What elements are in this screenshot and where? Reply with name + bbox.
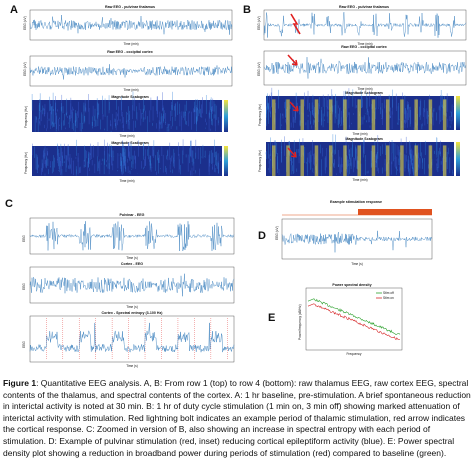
c-pulvinar-ylabel: EEG: [22, 235, 26, 242]
a-scalogram-2-xlabel: Time (min): [119, 179, 135, 183]
c-cortex-title: Cortex - EEG: [120, 262, 144, 266]
d-title: Example stimulation response: [330, 200, 382, 204]
b-scalogram-2-title: Magnitude Scalogram: [345, 137, 383, 141]
b-raw-thalamus-plot: [263, 9, 467, 41]
b-red-arrow-icon: [287, 54, 298, 66]
a-scalogram-1: [31, 91, 222, 132]
b-scalogram-2-xlabel: Time (min): [352, 178, 368, 182]
panel-label-b: B: [243, 4, 251, 16]
b-scalogram-2: [265, 134, 454, 176]
b-scalogram-1-xlabel: Time (min): [352, 132, 368, 136]
b-scalogram-1: [266, 87, 454, 130]
b-cortex-ylabel: EEG (uV): [257, 62, 261, 76]
d-stim-block: [358, 209, 432, 215]
a-thalamus-ylabel: EEG (uV): [23, 16, 27, 30]
a-raw-thalamus-title: Raw EEG - pulvinar thalamus: [105, 5, 155, 9]
d-ylabel: EEG (uV): [275, 226, 279, 240]
panel-label-c: C: [5, 198, 13, 210]
b-colorbar-1: [456, 96, 460, 130]
a-colorbar-1: [224, 100, 228, 132]
a-colorbar-2: [224, 146, 228, 176]
e-ylabel: Power/frequency (dB/Hz): [298, 304, 302, 340]
a-raw-cortex-plot: [29, 55, 233, 87]
a-scalogram-1-ylabel: Frequency (Hz): [24, 106, 28, 128]
c-entropy-ylabel: EEG: [22, 341, 26, 348]
a-thalamus-xlabel: Time (min): [123, 42, 139, 46]
b-scalogram-arrow-icon: [289, 101, 299, 112]
a-cortex-trace: [29, 64, 233, 80]
a-raw-thalamus-plot: [29, 9, 233, 41]
c-cortex-xlabel: Time (s): [126, 305, 138, 309]
c-cortex-trace: [29, 273, 235, 297]
c-pulvinar-trace: [29, 221, 235, 252]
b-raw-cortex-plot: [263, 50, 467, 86]
b-scalogram-2-arrow-icon: [287, 147, 297, 158]
b-lightning-bolt-icon: [290, 13, 301, 35]
b-raw-cortex-title: Raw EEG - occipital cortex: [341, 45, 387, 49]
caption-text: : Quantitative EEG analysis. A, B: From …: [3, 378, 471, 458]
e-psd-plot: [305, 287, 403, 351]
d-eeg-plot: [281, 218, 433, 260]
c-cortex-ylabel: EEG: [22, 283, 26, 290]
b-cortex-trace: [263, 57, 467, 79]
b-raw-thalamus-title: Raw EEG - pulvinar thalamus: [339, 5, 389, 9]
a-scalogram-1-title: Magnitude Scalogram: [111, 95, 149, 99]
d-stim-bar: [282, 209, 432, 216]
panel-label-d: D: [258, 230, 266, 242]
panel-label-e: E: [268, 312, 276, 324]
c-pulvinar-plot: [29, 217, 235, 255]
c-entropy-trace: [29, 322, 235, 353]
a-thalamus-trace: [29, 14, 233, 35]
a-scalogram-2-ylabel: Frequency (Hz): [24, 152, 28, 174]
b-thalamus-trace: [263, 12, 467, 38]
e-psd-stim-off: [307, 298, 401, 335]
c-pulvinar-xlabel: Time (s): [126, 256, 138, 260]
b-scalogram-2-ylabel: Frequency (Hz): [258, 150, 262, 172]
e-legend-stim-off: Stim off: [383, 291, 394, 295]
b-thalamus-ylabel: EEG (uV): [257, 16, 261, 30]
b-scalogram-1-title: Magnitude Scalogram: [345, 91, 383, 95]
e-psd-stim-on: [307, 303, 401, 341]
b-cortex-xlabel: Time (min): [357, 87, 373, 91]
c-pulvinar-title: Pulvinar - EEG: [119, 213, 145, 217]
b-colorbar-2: [456, 142, 460, 176]
e-xlabel: Frequency: [346, 352, 362, 356]
b-thalamus-xlabel: Time (min): [357, 42, 373, 46]
a-cortex-ylabel: EEG (uV): [23, 62, 27, 76]
a-cortex-xlabel: Time (min): [123, 88, 139, 92]
e-title: Power spectral density: [332, 283, 372, 287]
d-xlabel: Time (s): [351, 262, 363, 266]
d-eeg-trace: [281, 230, 433, 253]
c-entropy-plot: [29, 315, 235, 363]
c-cortex-plot: [29, 266, 235, 304]
e-legend-stim-on: Stim on: [383, 296, 394, 300]
caption-label: Figure 1: [3, 378, 37, 388]
figure-caption: Figure 1: Quantitative EEG analysis. A, …: [3, 378, 471, 459]
a-raw-cortex-title: Raw EEG - occipital cortex: [107, 50, 153, 54]
b-scalogram-1-ylabel: Frequency (Hz): [258, 104, 262, 126]
c-entropy-title: Cortex - Spectral entropy (3-100 Hz): [101, 311, 163, 315]
a-scalogram-2: [32, 139, 222, 176]
a-scalogram-1-xlabel: Time (min): [119, 134, 135, 138]
c-entropy-xlabel: Time (s): [126, 364, 138, 368]
panel-label-a: A: [10, 4, 18, 16]
